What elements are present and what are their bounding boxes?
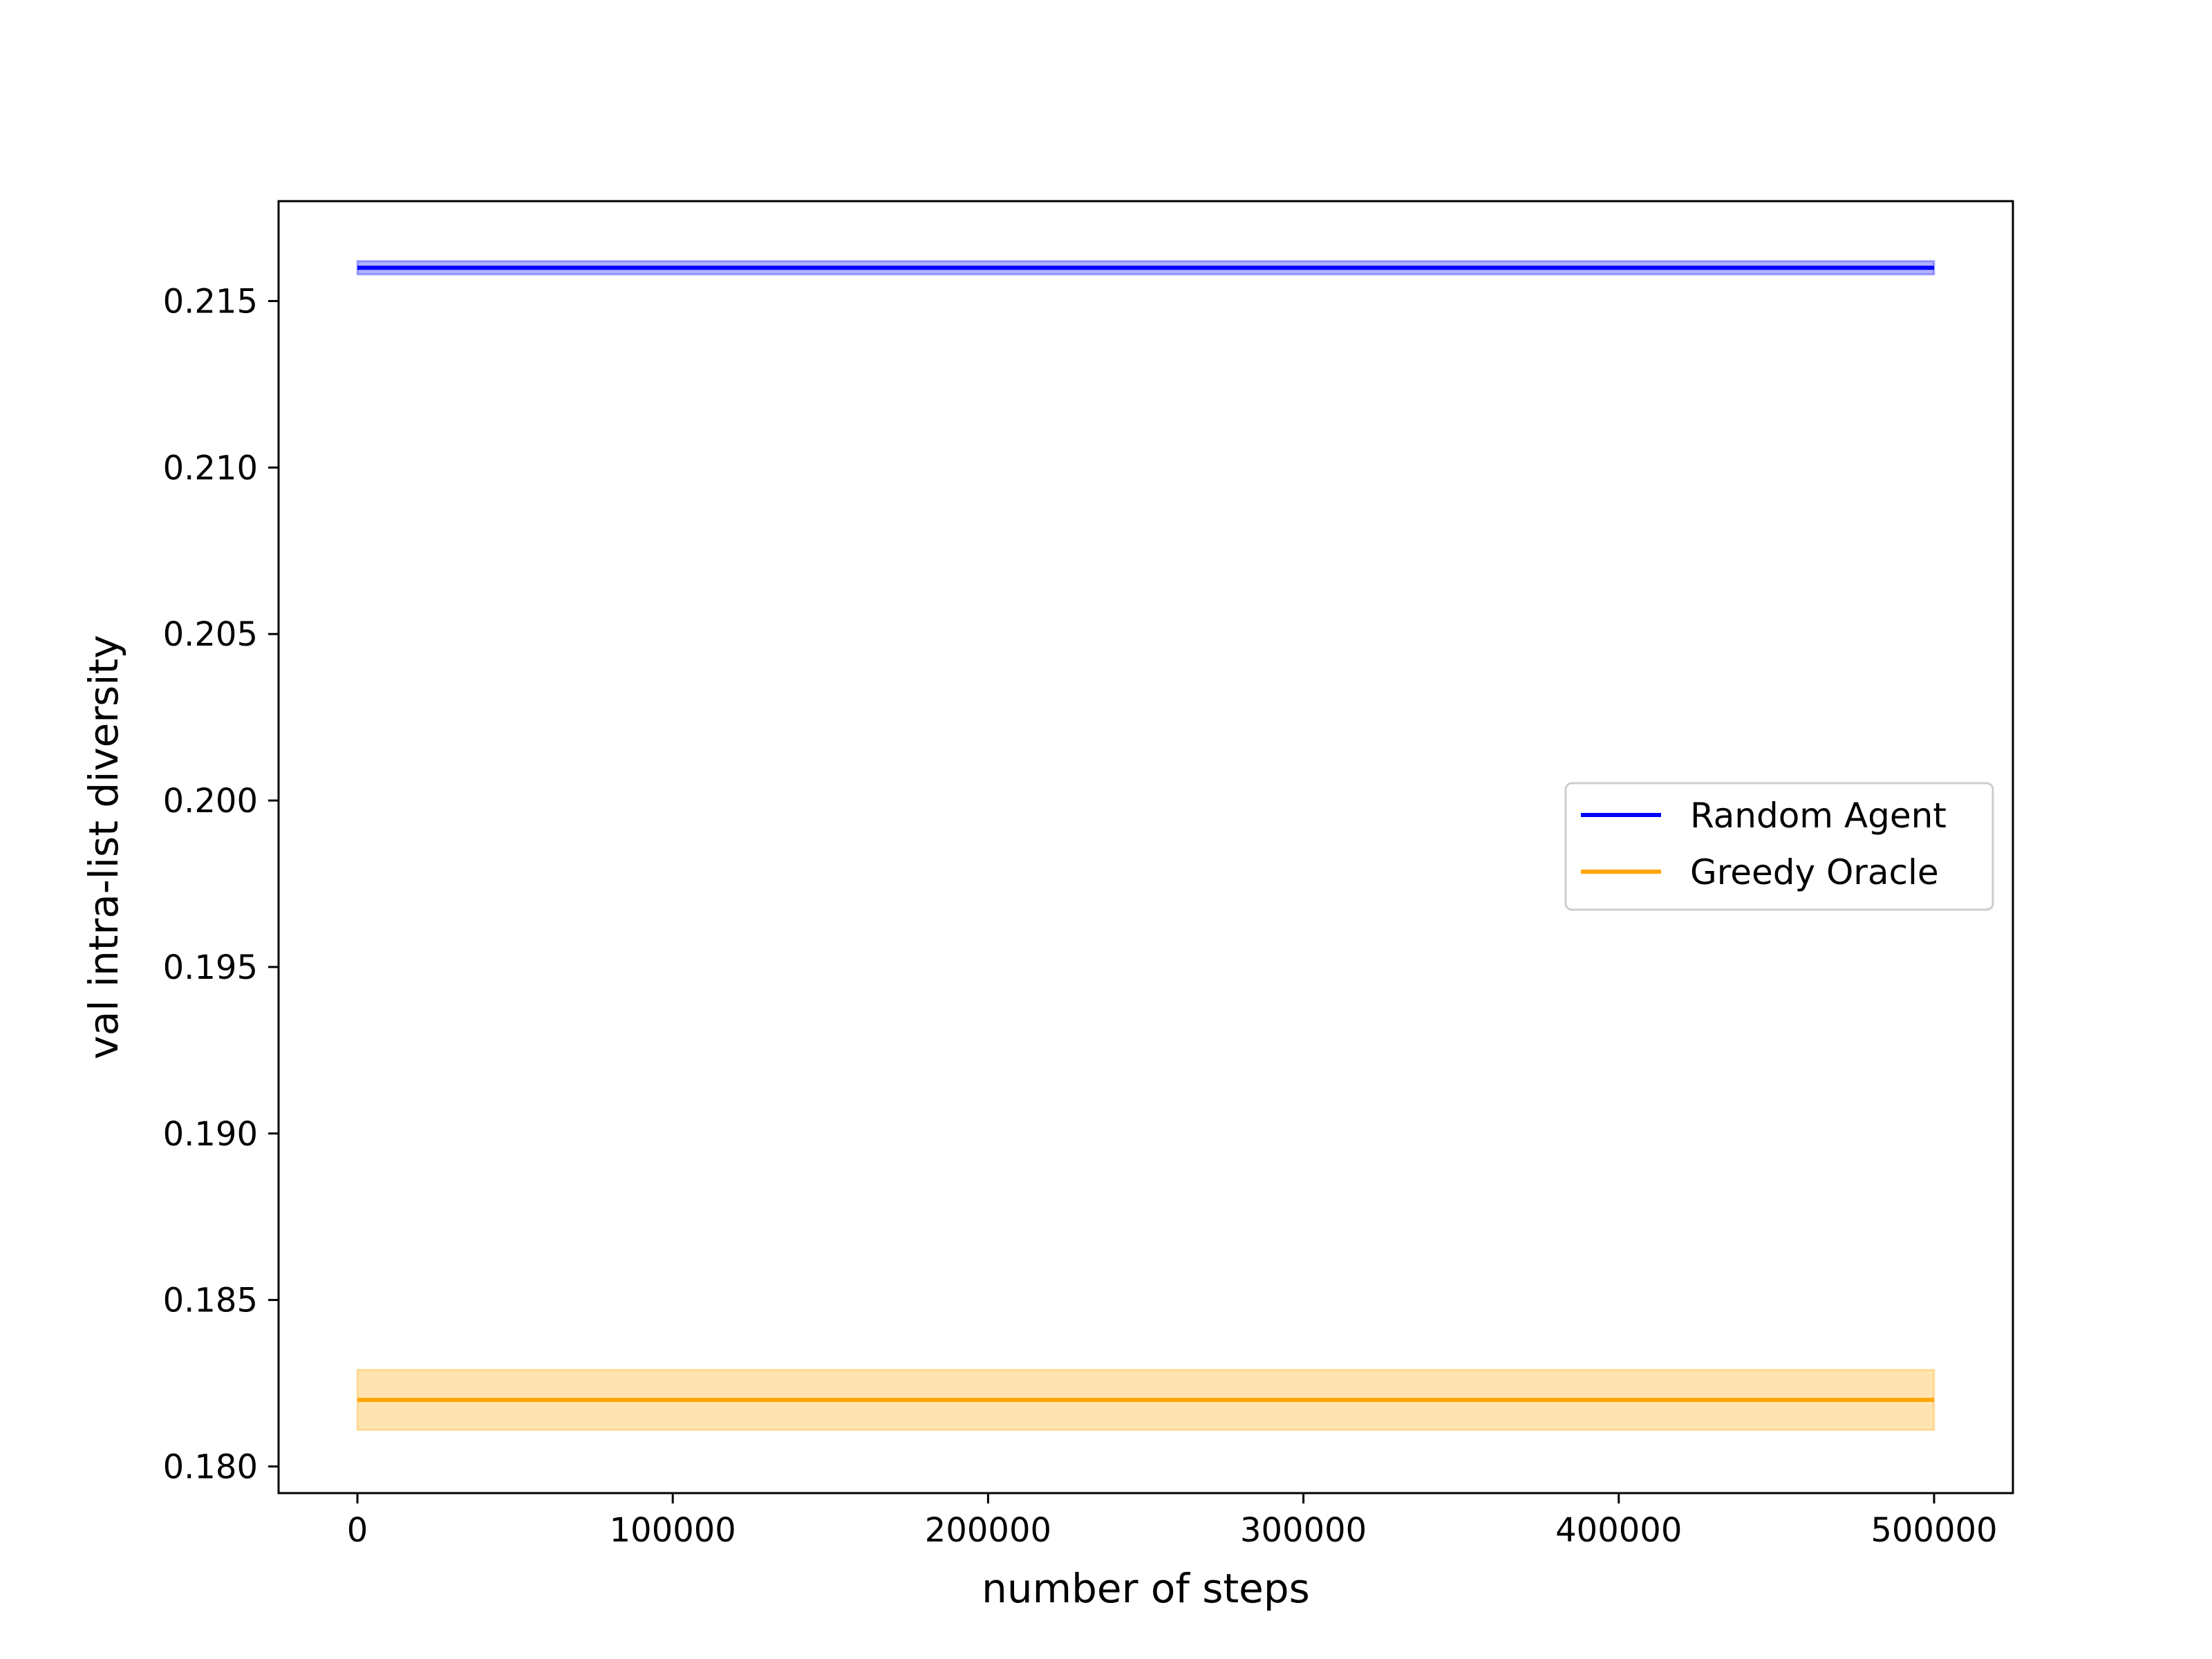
y-tick-label: 0.190 bbox=[163, 1115, 258, 1154]
y-axis-label: val intra-list diversity bbox=[80, 635, 127, 1059]
y-tick-label: 0.215 bbox=[163, 283, 258, 321]
legend: Random Agent Greedy Oracle bbox=[1564, 782, 1994, 911]
x-tick-label: 300000 bbox=[1240, 1511, 1367, 1550]
x-tick-label: 100000 bbox=[610, 1511, 736, 1550]
y-tick-label: 0.200 bbox=[163, 782, 258, 821]
x-axis-label: number of steps bbox=[982, 1565, 1310, 1612]
x-tick-label: 200000 bbox=[925, 1511, 1051, 1550]
series-lines bbox=[357, 265, 1934, 1403]
legend-box bbox=[1564, 782, 1994, 911]
y-axis-ticks: 0.180 0.185 0.190 0.195 0.200 0.205 0.210 0.215 bbox=[163, 283, 279, 1486]
x-tick-label: 0 bbox=[347, 1511, 368, 1550]
x-tick-label: 500000 bbox=[1871, 1511, 1997, 1550]
y-tick-label: 0.205 bbox=[163, 615, 258, 654]
x-axis-ticks: 0 100000 200000 300000 400000 500000 bbox=[347, 1493, 1998, 1550]
x-tick-label: 400000 bbox=[1555, 1511, 1682, 1550]
legend-label-random-agent: Random Agent bbox=[1690, 796, 1947, 836]
y-tick-label: 0.180 bbox=[163, 1447, 258, 1486]
y-tick-label: 0.210 bbox=[163, 449, 258, 487]
plot-frame bbox=[277, 200, 2014, 1494]
y-tick-label: 0.195 bbox=[163, 948, 258, 987]
y-tick-label: 0.185 bbox=[163, 1282, 258, 1320]
legend-label-greedy-oracle: Greedy Oracle bbox=[1690, 852, 1939, 892]
